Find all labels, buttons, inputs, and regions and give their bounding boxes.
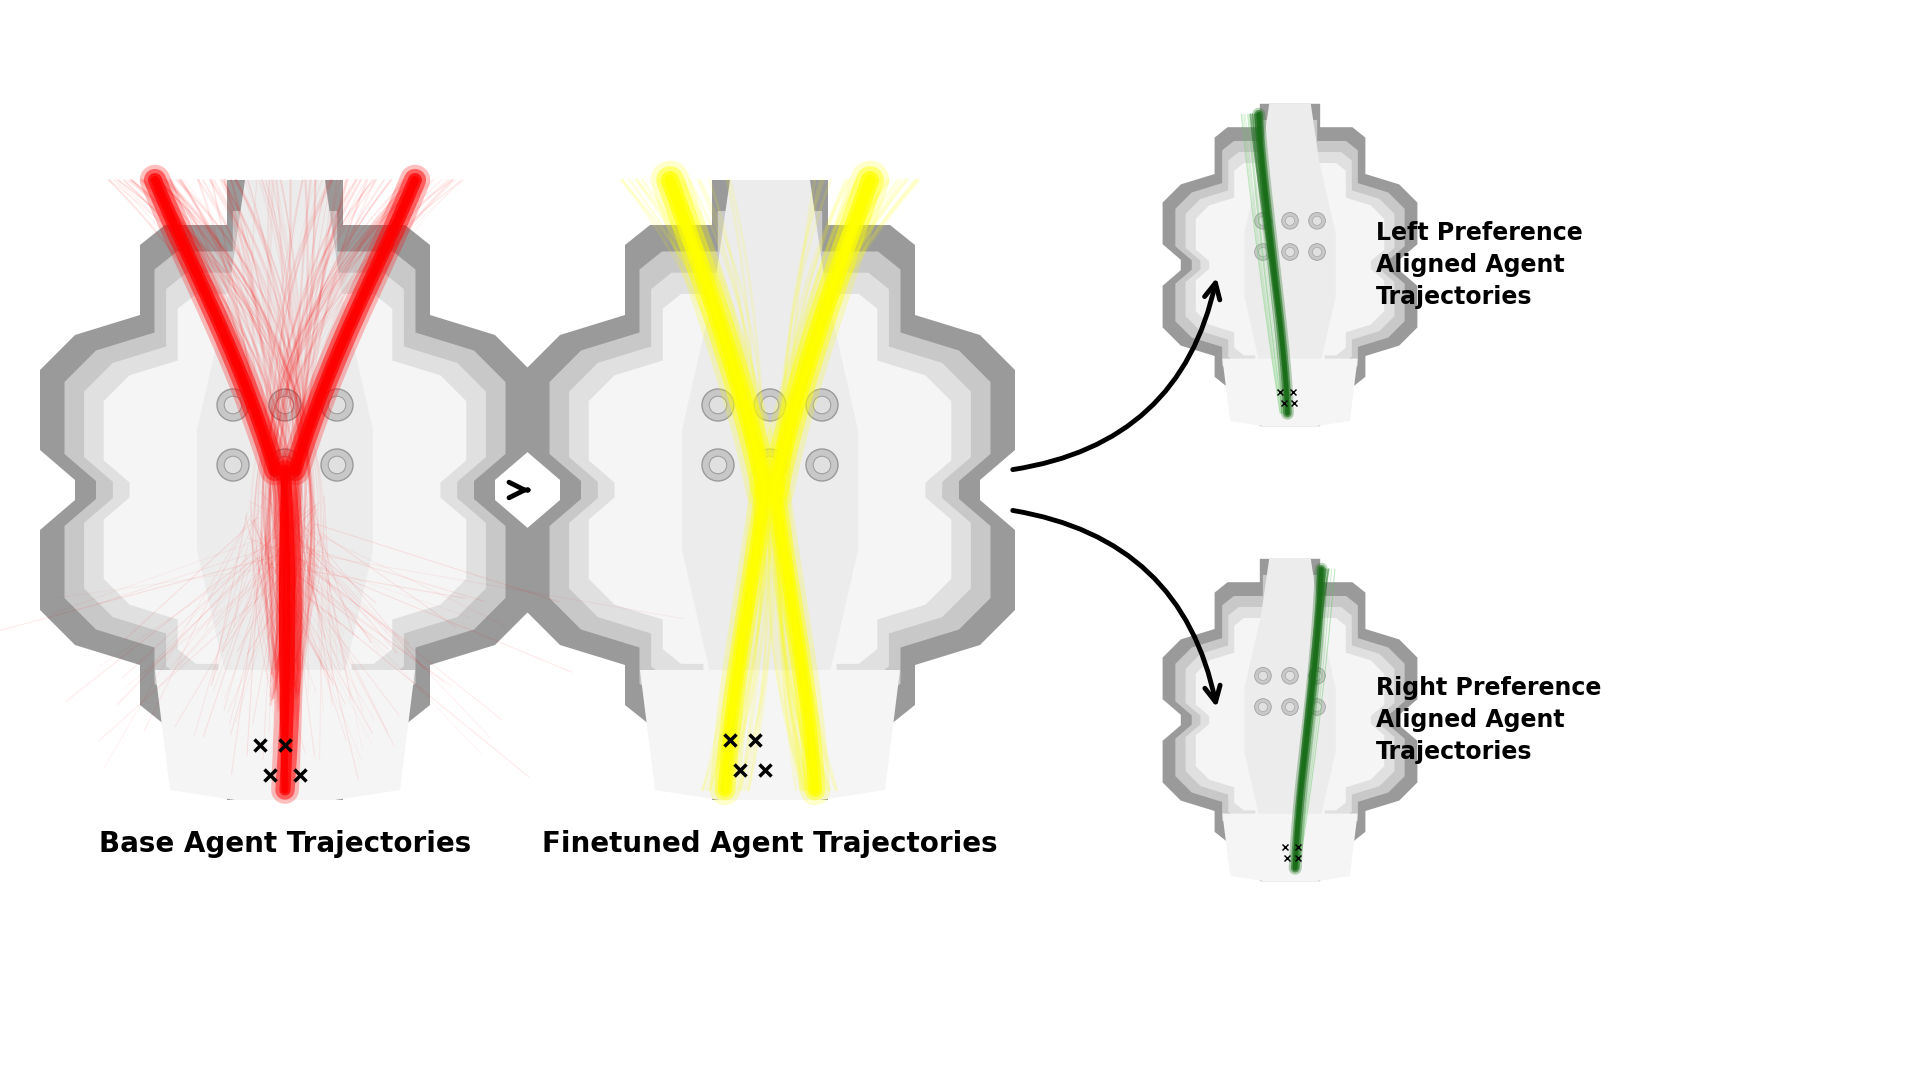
Circle shape — [814, 396, 831, 414]
Polygon shape — [549, 211, 991, 769]
Polygon shape — [1164, 104, 1417, 427]
Polygon shape — [1223, 813, 1357, 881]
Polygon shape — [568, 235, 972, 744]
Polygon shape — [1244, 104, 1336, 427]
Circle shape — [1309, 667, 1325, 684]
Circle shape — [225, 396, 242, 414]
Text: Finetuned Agent Trajectories: Finetuned Agent Trajectories — [541, 831, 998, 858]
Circle shape — [1284, 672, 1294, 680]
Polygon shape — [156, 670, 415, 800]
Polygon shape — [1175, 120, 1405, 410]
Circle shape — [269, 389, 301, 421]
Circle shape — [760, 456, 780, 474]
Circle shape — [708, 396, 728, 414]
Circle shape — [217, 389, 250, 421]
Polygon shape — [104, 260, 467, 719]
Circle shape — [321, 449, 353, 481]
Polygon shape — [84, 235, 486, 744]
Circle shape — [755, 449, 785, 481]
Circle shape — [1309, 244, 1325, 260]
Polygon shape — [1223, 359, 1357, 427]
Circle shape — [760, 396, 780, 414]
Circle shape — [321, 389, 353, 421]
Circle shape — [276, 456, 294, 474]
Circle shape — [1254, 244, 1271, 260]
Polygon shape — [40, 180, 530, 800]
Text: Left Preference
Aligned Agent
Trajectories: Left Preference Aligned Agent Trajectori… — [1377, 221, 1582, 309]
Circle shape — [1283, 244, 1298, 260]
Circle shape — [806, 389, 837, 421]
Circle shape — [217, 449, 250, 481]
Circle shape — [328, 456, 346, 474]
Circle shape — [708, 456, 728, 474]
Circle shape — [1254, 699, 1271, 715]
Circle shape — [814, 456, 831, 474]
Circle shape — [1284, 702, 1294, 712]
Circle shape — [1309, 213, 1325, 229]
Circle shape — [1283, 213, 1298, 229]
Circle shape — [1313, 702, 1321, 712]
Text: Base Agent Trajectories: Base Agent Trajectories — [98, 831, 470, 858]
Polygon shape — [198, 180, 372, 800]
Circle shape — [328, 396, 346, 414]
Circle shape — [755, 389, 785, 421]
Circle shape — [1254, 213, 1271, 229]
Circle shape — [1258, 216, 1267, 226]
Polygon shape — [524, 180, 1016, 800]
Circle shape — [1284, 216, 1294, 226]
Polygon shape — [1185, 588, 1394, 852]
Polygon shape — [1196, 600, 1384, 839]
Circle shape — [1313, 247, 1321, 257]
Polygon shape — [682, 180, 858, 800]
Text: Right Preference
Aligned Agent
Trajectories: Right Preference Aligned Agent Trajector… — [1377, 676, 1601, 764]
Circle shape — [806, 449, 837, 481]
Polygon shape — [1175, 575, 1405, 865]
Circle shape — [703, 389, 733, 421]
Polygon shape — [1164, 558, 1417, 881]
Circle shape — [703, 449, 733, 481]
Circle shape — [1258, 702, 1267, 712]
Polygon shape — [65, 211, 505, 769]
Polygon shape — [1185, 133, 1394, 397]
Circle shape — [1258, 672, 1267, 680]
Circle shape — [1309, 699, 1325, 715]
Circle shape — [269, 449, 301, 481]
Circle shape — [1313, 216, 1321, 226]
Polygon shape — [639, 670, 900, 800]
Circle shape — [1313, 672, 1321, 680]
Polygon shape — [1244, 558, 1336, 881]
Circle shape — [1283, 667, 1298, 684]
Polygon shape — [1196, 146, 1384, 384]
Polygon shape — [589, 260, 950, 719]
Circle shape — [1284, 247, 1294, 257]
Circle shape — [1258, 247, 1267, 257]
Circle shape — [1254, 667, 1271, 684]
Circle shape — [225, 456, 242, 474]
Circle shape — [276, 396, 294, 414]
Circle shape — [1283, 699, 1298, 715]
